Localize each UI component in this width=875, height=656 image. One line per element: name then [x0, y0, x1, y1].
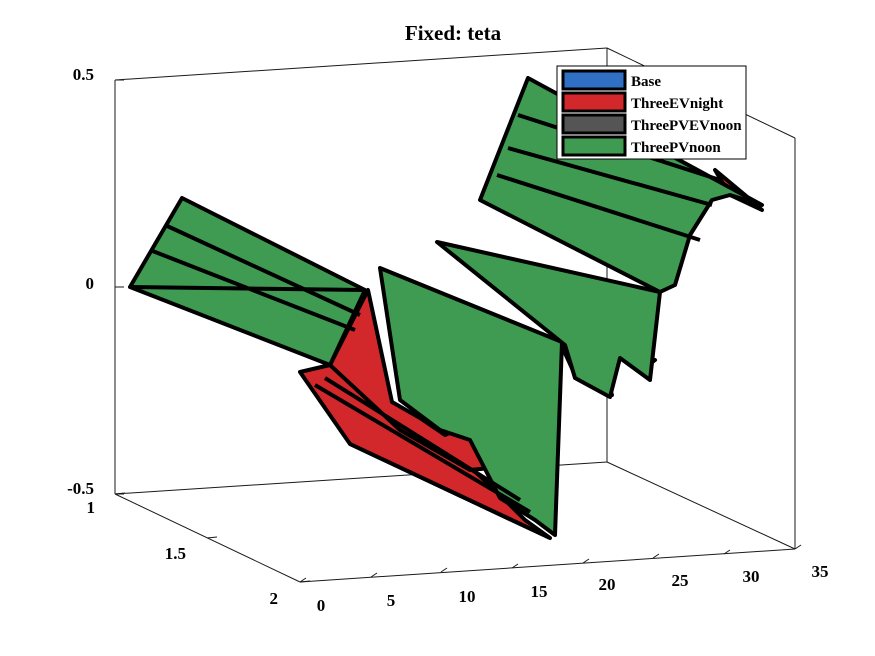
- ribbon-ridge: [496, 173, 701, 242]
- ribbon-threepvnoon-center: [378, 266, 564, 537]
- ribbon-ridge: [164, 223, 361, 317]
- y-tick-mark: [114, 492, 126, 495]
- x-tick-mark: [582, 558, 590, 564]
- legend: Base ThreeEVnight ThreePVEVnoon ThreePVn…: [556, 65, 747, 160]
- x-tick-mark: [370, 572, 378, 578]
- ribbon-threepvnoon-left: [128, 196, 367, 367]
- x-tick-label: 0: [317, 596, 326, 615]
- ribbon-ridge: [507, 146, 713, 207]
- x-tick-mark: [652, 553, 660, 559]
- y-tick-label: 1: [87, 498, 96, 517]
- x-tick-mark: [299, 577, 307, 583]
- x-tick-mark: [511, 563, 519, 569]
- z-tick-label: 0.5: [73, 65, 94, 84]
- ribbon-ridge: [313, 383, 532, 514]
- y-tick-mark: [299, 580, 311, 583]
- ribbon-layer: [128, 76, 764, 540]
- y-tick-label: 2: [270, 589, 279, 608]
- legend-swatch-threepvnoon: [561, 135, 627, 157]
- legend-swatch-threeevnight: [561, 91, 627, 113]
- legend-swatch-threepvevnoon: [561, 113, 627, 135]
- x-tick-label: 35: [812, 562, 829, 581]
- z-tick-label: 0: [86, 274, 95, 293]
- legend-label-threepvnoon: ThreePVnoon: [631, 140, 721, 156]
- x-tick-label: 5: [387, 591, 396, 610]
- ribbon-ridge: [349, 442, 551, 540]
- x-tick-mark: [723, 549, 731, 555]
- x-axis-line: [299, 548, 796, 583]
- floor-right-edge: [606, 461, 796, 550]
- y-tick-label: 1.5: [165, 544, 186, 563]
- back-top-edge: [114, 47, 608, 81]
- x-tick-mark: [440, 567, 448, 573]
- x-tick-mark: [794, 544, 802, 550]
- ribbon-ridge: [149, 248, 356, 332]
- y-axis-ticks: 1 1.5 2: [87, 492, 311, 608]
- z-tick-label: -0.5: [67, 479, 94, 498]
- ribbon-threepvnoon-mid: [435, 240, 662, 399]
- x-tick-label: 15: [531, 582, 548, 601]
- ribbon-ridge: [323, 376, 522, 502]
- x-tick-label: 30: [743, 567, 760, 586]
- x-tick-label: 20: [599, 575, 616, 594]
- x-tick-label: 10: [459, 587, 476, 606]
- x-axis-ticks: 0 5 10 15 20 25 30 35: [299, 544, 829, 615]
- legend-label-base: Base: [631, 74, 661, 90]
- legend-label-threepvevnoon: ThreePVEVnoon: [631, 118, 742, 134]
- chart-title: Fixed: teta: [405, 21, 502, 45]
- y-tick-mark: [206, 536, 218, 539]
- x-tick-label: 25: [672, 571, 689, 590]
- legend-swatch-base: [561, 69, 627, 91]
- legend-label-threeevnight: ThreeEVnight: [631, 96, 723, 112]
